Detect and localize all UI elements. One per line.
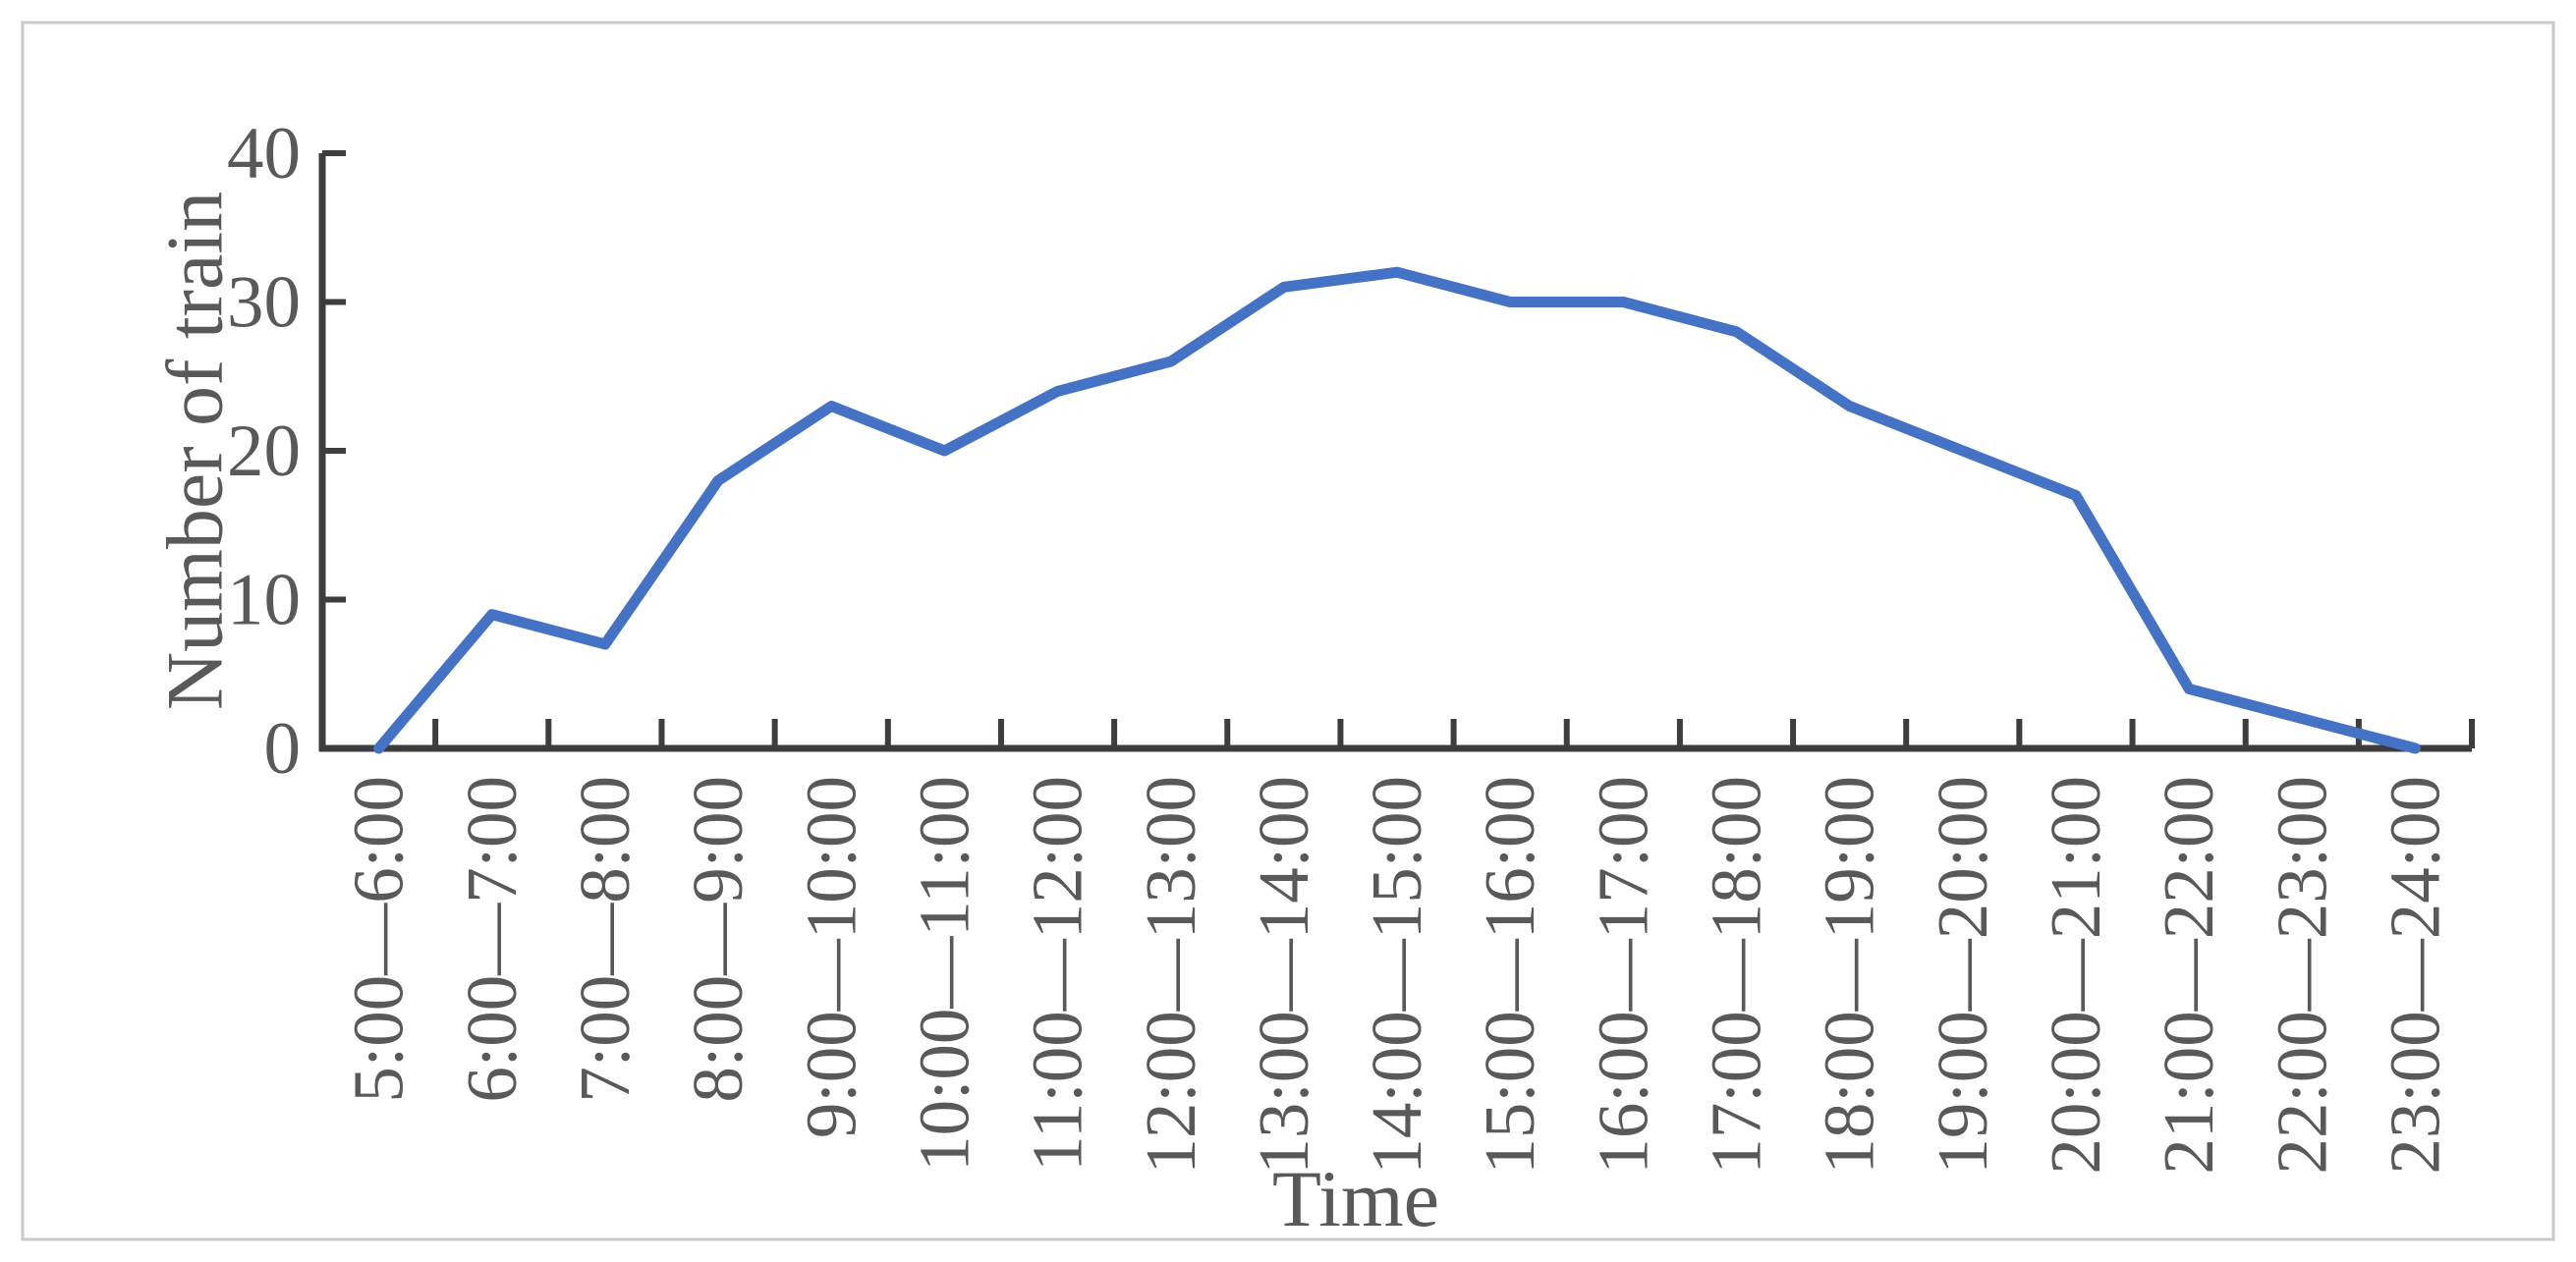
x-tick-label: 22:00—23:00 (2262, 776, 2341, 1175)
x-tick-label: 10:00—11:00 (904, 776, 983, 1172)
x-tick-label: 5:00—6:00 (339, 776, 419, 1103)
x-tick-label: 12:00—13:00 (1131, 776, 1210, 1175)
x-tick-label: 14:00—15:00 (1357, 776, 1436, 1175)
x-tick-label: 21:00—22:00 (2149, 776, 2228, 1175)
x-tick-label: 11:00—12:00 (1018, 776, 1097, 1172)
x-tick-label: 19:00—20:00 (1923, 776, 2002, 1175)
figure-border (21, 21, 2555, 1241)
y-tick-label: 30 (227, 261, 301, 343)
x-tick-label: 7:00—8:00 (565, 776, 644, 1103)
y-tick-label: 10 (227, 559, 301, 640)
x-tick-label: 6:00—7:00 (452, 776, 532, 1103)
x-tick-label: 17:00—18:00 (1697, 776, 1776, 1175)
x-tick-label: 9:00—10:00 (791, 776, 870, 1138)
x-axis-title: Time (1272, 1154, 1439, 1243)
x-tick-label: 20:00—21:00 (2036, 776, 2115, 1175)
x-tick-label: 16:00—17:00 (1583, 776, 1662, 1175)
y-axis-title: Number of train (150, 192, 240, 710)
x-tick-label: 8:00—9:00 (678, 776, 757, 1103)
y-tick-label: 20 (227, 411, 301, 492)
x-tick-label: 18:00—19:00 (1810, 776, 1889, 1175)
y-tick-label: 40 (227, 113, 301, 194)
x-tick-label: 13:00—14:00 (1244, 776, 1323, 1175)
x-tick-label: 23:00—24:00 (2376, 776, 2455, 1175)
y-tick-label: 0 (264, 708, 302, 790)
train-count-series-line (373, 266, 2421, 754)
x-tick-label: 15:00—16:00 (1470, 776, 1549, 1175)
